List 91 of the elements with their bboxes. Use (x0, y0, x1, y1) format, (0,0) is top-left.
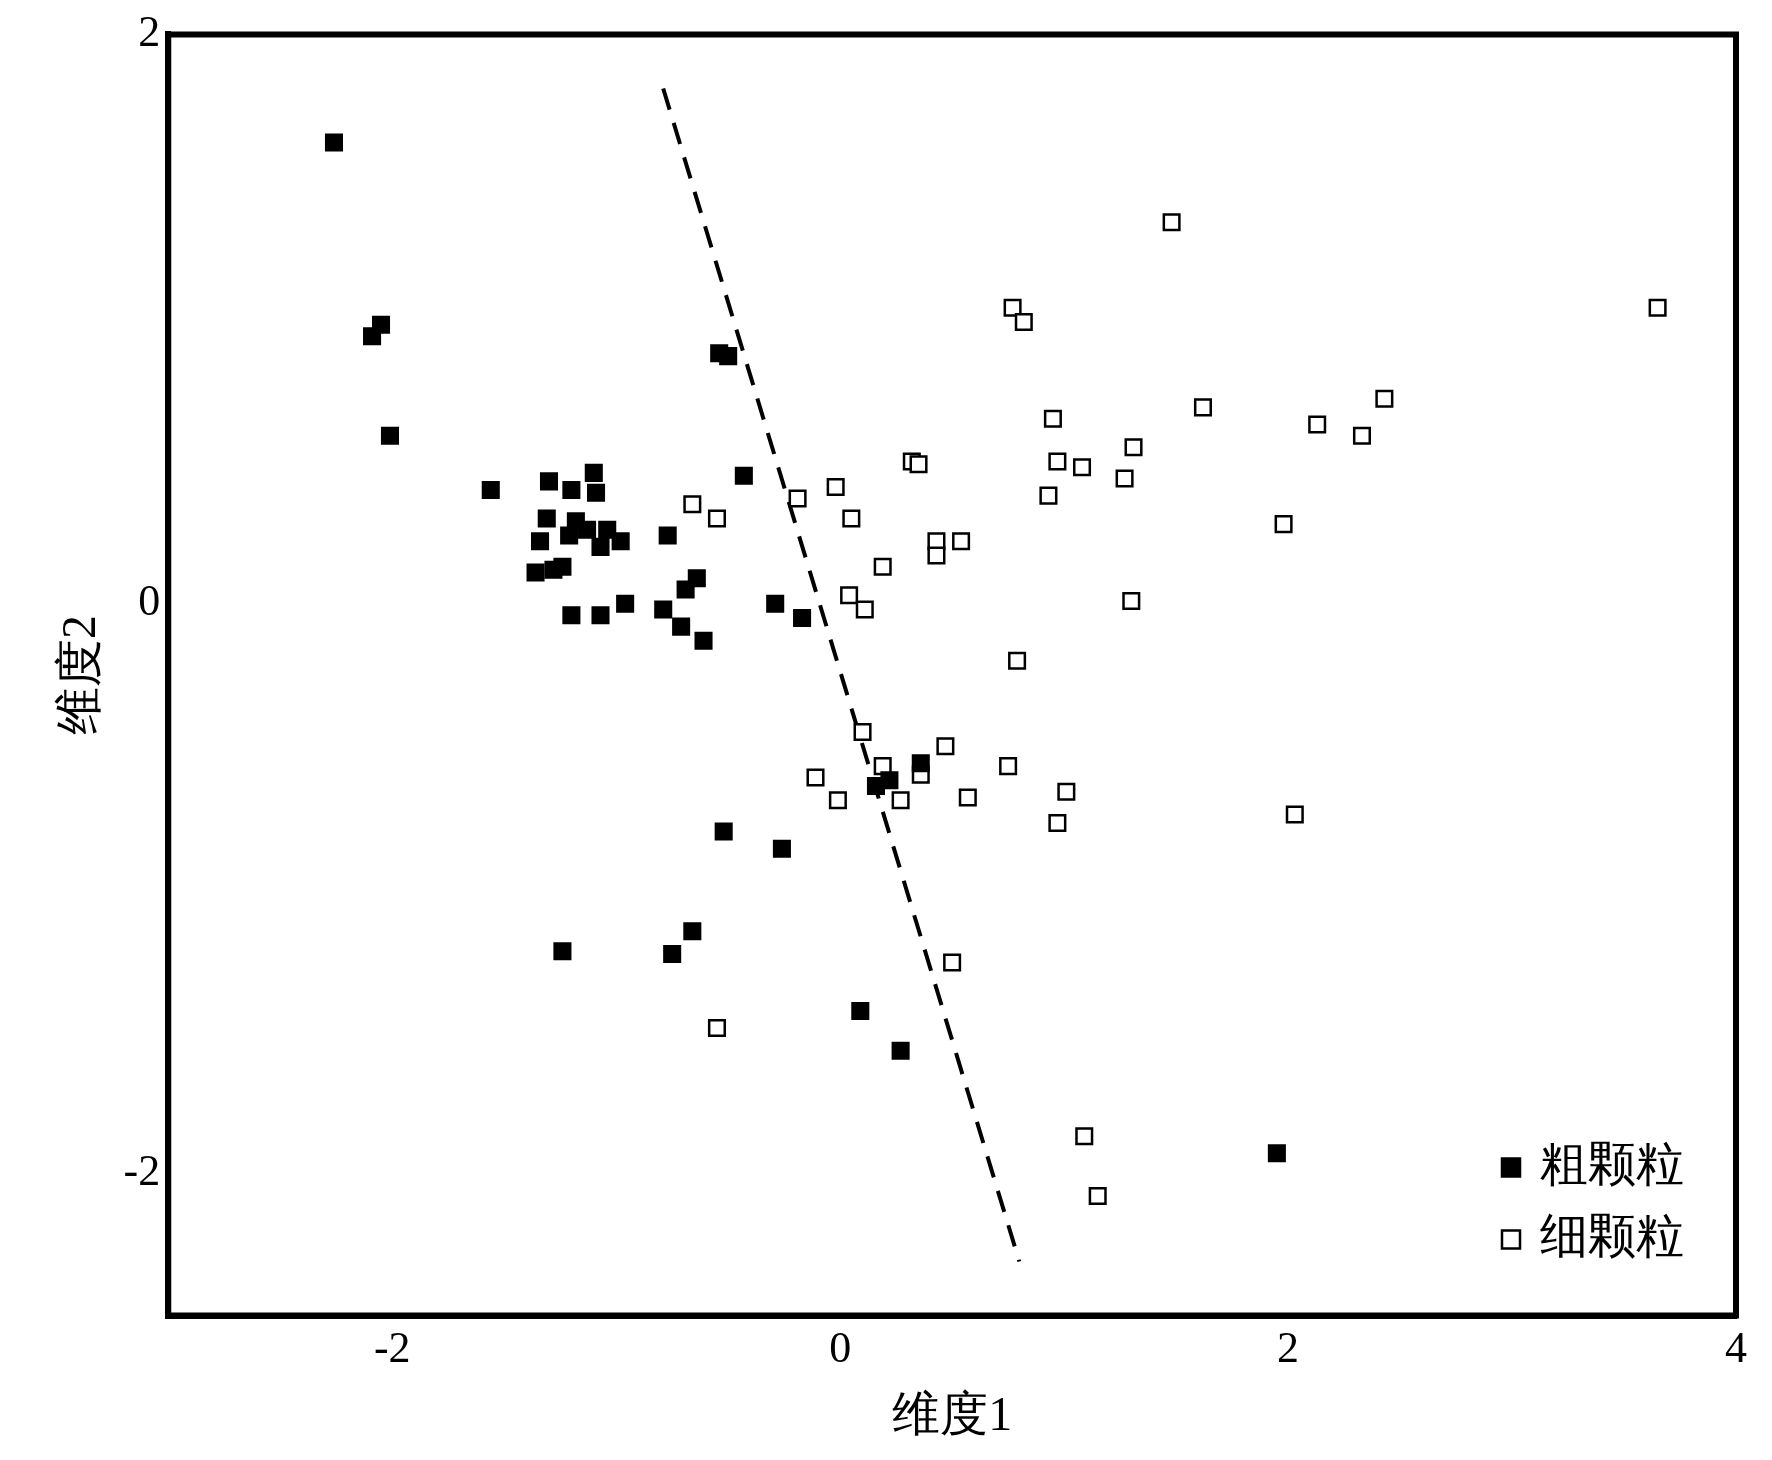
point (772, 839, 791, 858)
point (537, 509, 556, 528)
point (1039, 486, 1058, 505)
legend-label: 粗颗粒 (1540, 1137, 1684, 1191)
point (694, 631, 713, 650)
legend-label: 细颗粒 (1540, 1209, 1684, 1263)
point (526, 563, 545, 582)
point (840, 586, 859, 605)
point (891, 791, 910, 810)
point (1308, 415, 1327, 434)
point (553, 942, 572, 961)
point (1075, 1127, 1094, 1146)
point (1115, 469, 1134, 488)
point (1008, 651, 1027, 670)
point (1122, 591, 1141, 610)
point (999, 757, 1018, 776)
point (909, 455, 928, 474)
point (531, 532, 550, 551)
point (611, 532, 630, 551)
point (1057, 782, 1076, 801)
y-axis-title: 维度2 (52, 615, 106, 735)
point (891, 1041, 910, 1060)
point (1162, 213, 1181, 232)
point (562, 606, 581, 625)
point (562, 480, 581, 499)
point (707, 509, 726, 528)
y-tick-label: 0 (138, 576, 161, 626)
point (584, 463, 603, 482)
point (927, 546, 946, 565)
point (658, 526, 677, 545)
point (324, 133, 344, 152)
point (828, 791, 847, 810)
y-tick-label: -2 (123, 1145, 161, 1195)
point (958, 788, 977, 807)
point (539, 472, 559, 491)
point (616, 594, 635, 613)
point (1048, 452, 1067, 471)
point (578, 520, 597, 539)
point (853, 722, 872, 741)
point (734, 466, 753, 485)
point (1274, 515, 1293, 534)
point (911, 754, 930, 773)
point (793, 609, 812, 628)
point (654, 600, 673, 619)
point (936, 737, 955, 756)
x-tick-label: 0 (829, 1322, 852, 1372)
x-tick-label: -2 (373, 1322, 411, 1372)
point (1073, 458, 1092, 477)
point (553, 557, 572, 576)
point (1003, 298, 1022, 317)
x-axis-title: 维度1 (892, 1386, 1013, 1440)
point (943, 953, 962, 972)
point (1043, 409, 1062, 428)
point (683, 495, 702, 514)
point (371, 315, 391, 334)
point (766, 594, 785, 613)
point (560, 526, 579, 545)
point (1088, 1186, 1107, 1206)
point (587, 483, 606, 502)
point (663, 944, 682, 964)
point (1267, 1144, 1286, 1163)
point (591, 606, 610, 625)
point (676, 580, 695, 599)
point (851, 1001, 870, 1020)
point (842, 509, 861, 528)
point (714, 822, 733, 841)
point (1124, 438, 1143, 457)
point (788, 489, 807, 508)
point (855, 600, 874, 619)
point (1285, 805, 1304, 824)
point (806, 768, 825, 787)
x-tick-label: 4 (1725, 1322, 1747, 1372)
y-tick-label: 2 (138, 6, 161, 56)
point (1014, 312, 1033, 331)
point (719, 347, 738, 366)
point (880, 771, 899, 790)
point (1375, 389, 1394, 408)
point (1648, 298, 1667, 317)
point (1193, 398, 1212, 417)
point (826, 478, 845, 497)
point (380, 426, 400, 445)
point (683, 922, 702, 941)
point (1048, 814, 1067, 833)
x-tick-label: 2 (1277, 1322, 1300, 1372)
point (707, 1019, 726, 1038)
point (481, 480, 500, 499)
point (1352, 426, 1372, 445)
point (672, 617, 691, 636)
point (873, 557, 892, 576)
point (952, 532, 971, 551)
point (591, 537, 610, 556)
